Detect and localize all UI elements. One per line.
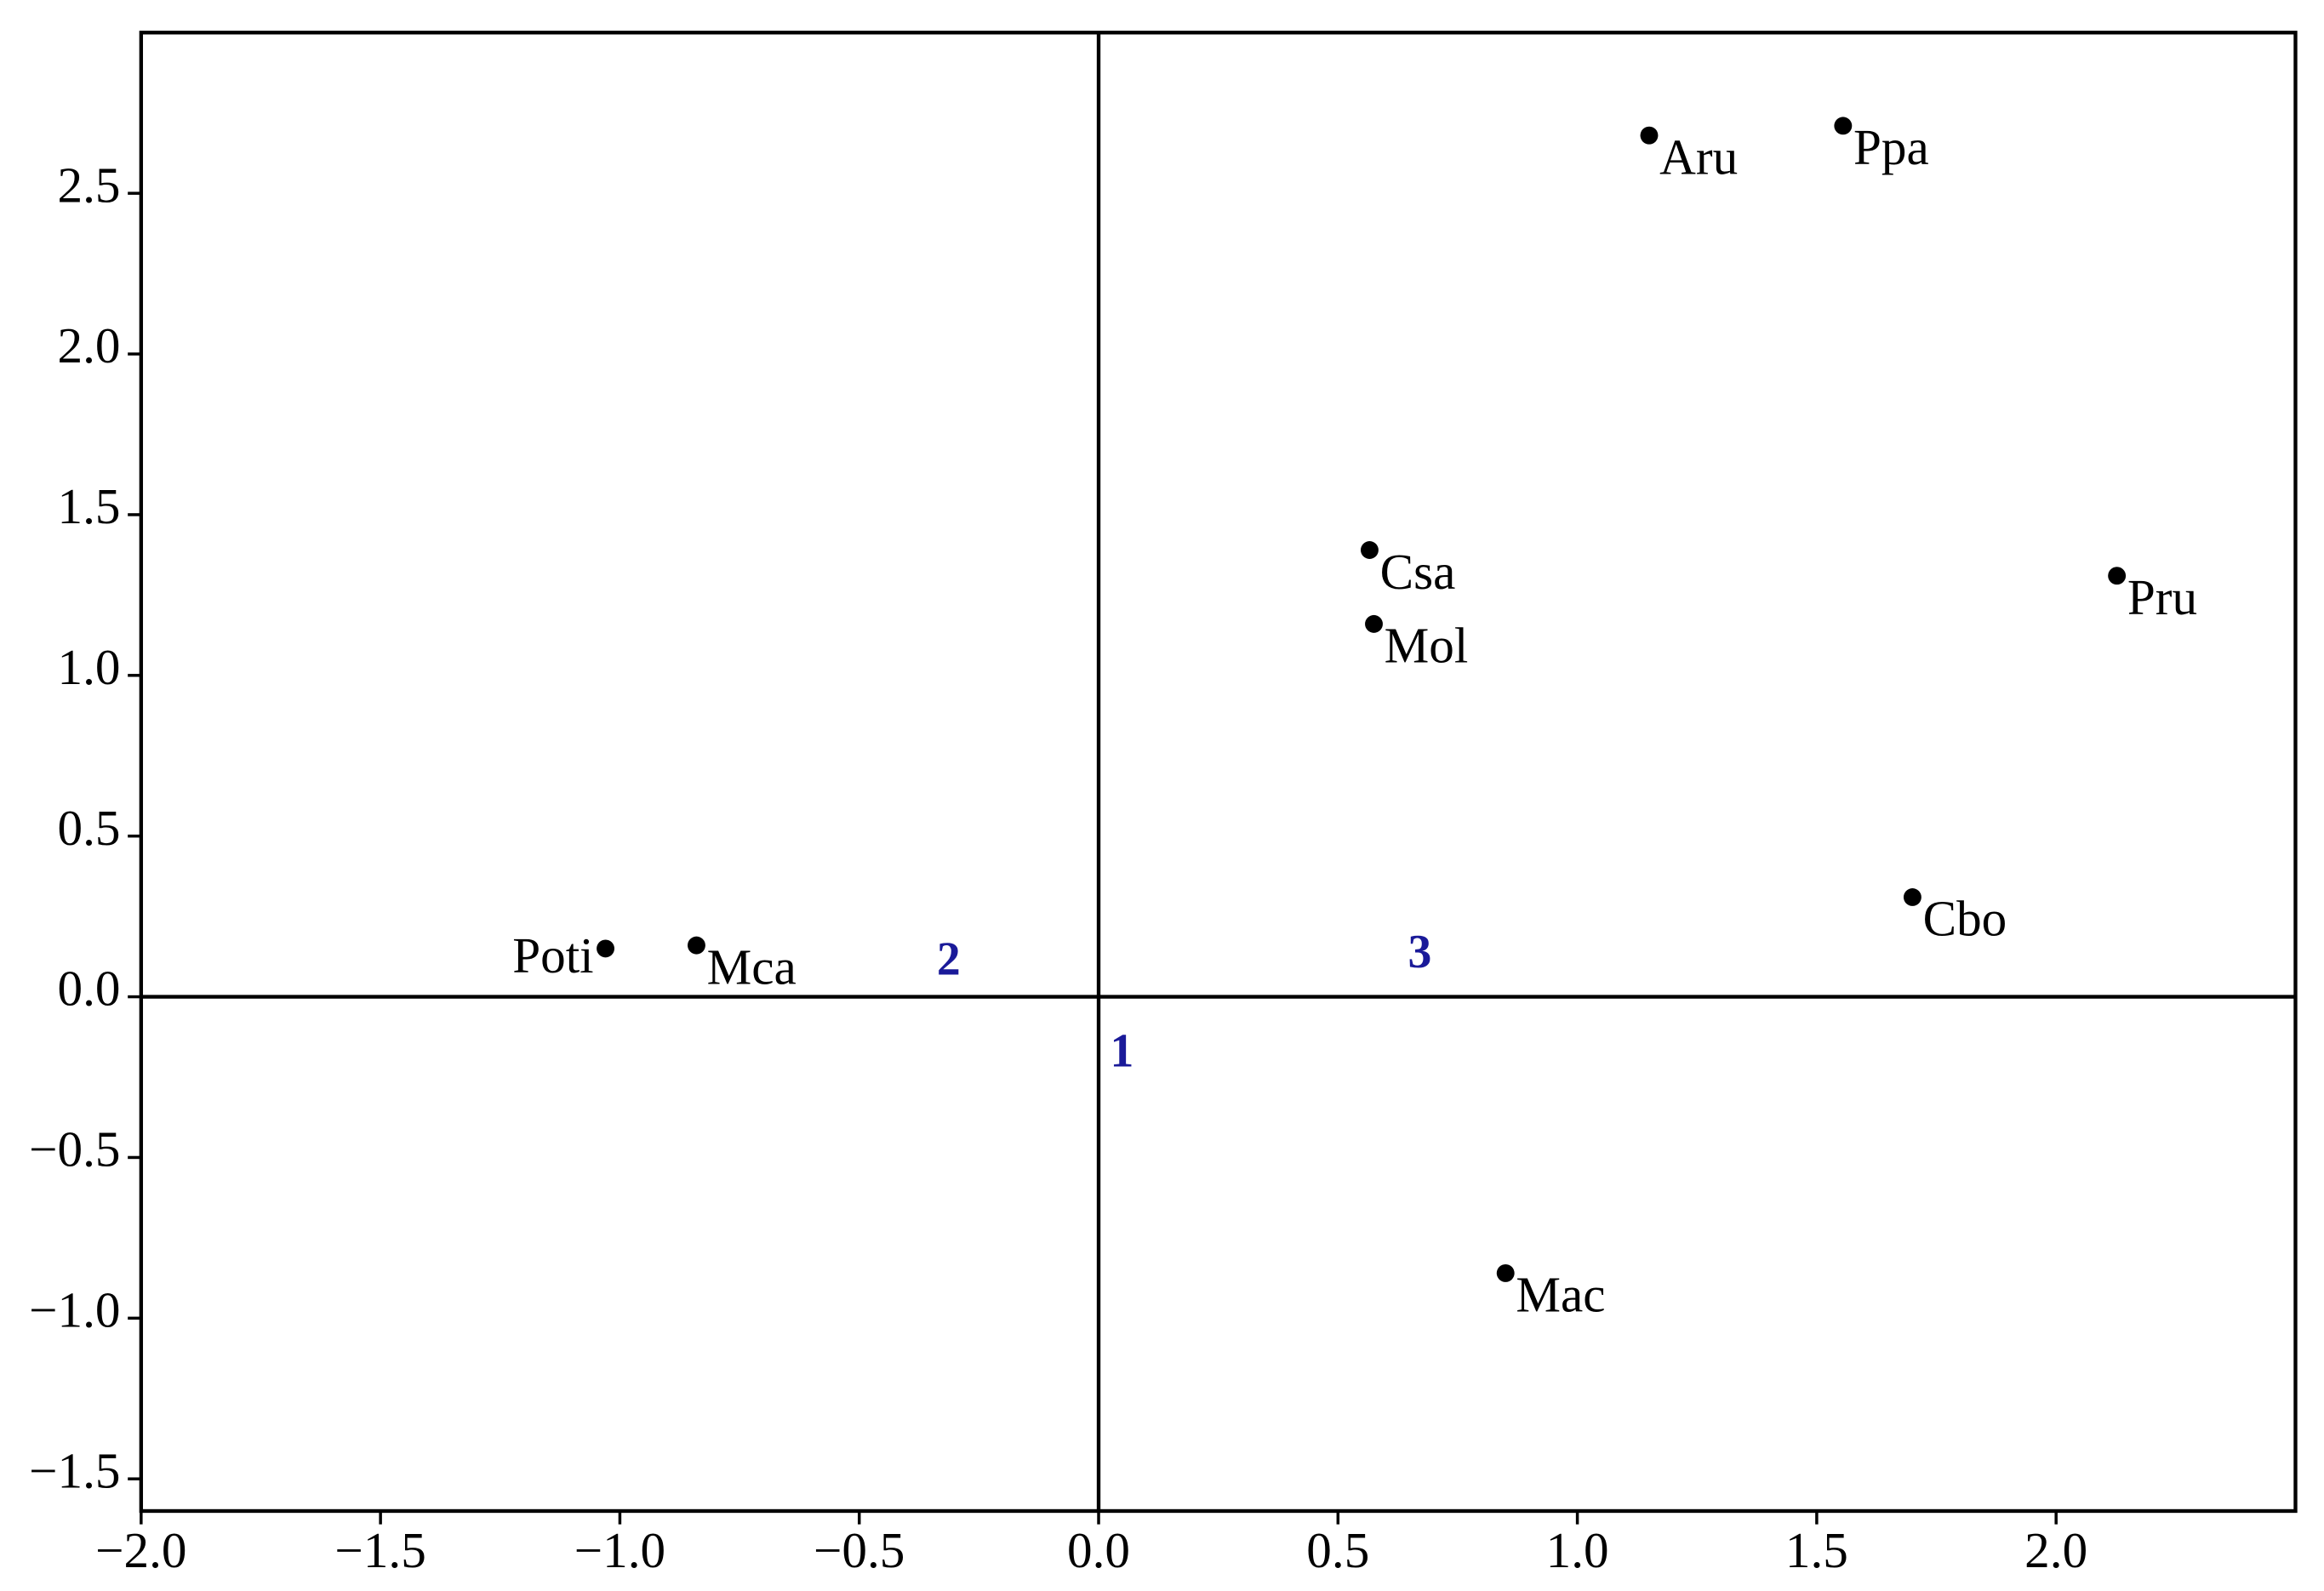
x-tick-label: 2.0 <box>2024 1522 2087 1578</box>
x-tick-label: 1.0 <box>1546 1522 1609 1578</box>
point-label: Poti <box>512 927 593 984</box>
point <box>1834 117 1853 135</box>
x-tick-label: 0.5 <box>1306 1522 1369 1578</box>
cluster-label: 3 <box>1408 926 1432 978</box>
x-tick-label: 0.0 <box>1067 1522 1130 1578</box>
point-label: Mol <box>1385 618 1469 674</box>
y-tick-label: 0.5 <box>57 800 120 856</box>
point-label: Mca <box>707 938 797 995</box>
point-label: Cbo <box>1923 891 2007 947</box>
plot-frame <box>139 31 2298 1514</box>
point <box>1640 126 1659 145</box>
cluster-label: 2 <box>937 933 961 986</box>
y-tick-label: −1.5 <box>29 1442 120 1498</box>
x-tick-label: −1.5 <box>334 1522 425 1578</box>
point-label: Aru <box>1659 128 1738 185</box>
y-tick-label: 2.5 <box>57 157 120 213</box>
point <box>2108 567 2127 585</box>
y-tick-label: 1.5 <box>57 478 120 534</box>
point <box>1360 541 1379 559</box>
x-tick-label: −2.0 <box>95 1522 186 1578</box>
y-tick-label: 2.0 <box>57 317 120 374</box>
y-tick-label: −0.5 <box>29 1121 120 1178</box>
point-label: Csa <box>1380 544 1456 600</box>
point <box>687 936 705 955</box>
x-tick-label: −1.0 <box>574 1522 665 1578</box>
x-tick-label: −0.5 <box>814 1522 905 1578</box>
point <box>1365 614 1383 633</box>
point <box>597 939 615 958</box>
cluster-label: 1 <box>1111 1025 1134 1078</box>
point <box>1496 1263 1515 1282</box>
y-tick-label: 0.0 <box>57 961 120 1017</box>
point-label: Ppa <box>1853 119 1929 175</box>
point-label: Mac <box>1516 1267 1605 1323</box>
point-label: Pru <box>2127 569 2197 625</box>
y-tick-label: 1.0 <box>57 639 120 695</box>
x-tick-label: 1.5 <box>1785 1522 1848 1578</box>
y-tick-label: −1.0 <box>29 1281 120 1337</box>
point <box>1903 888 1921 906</box>
